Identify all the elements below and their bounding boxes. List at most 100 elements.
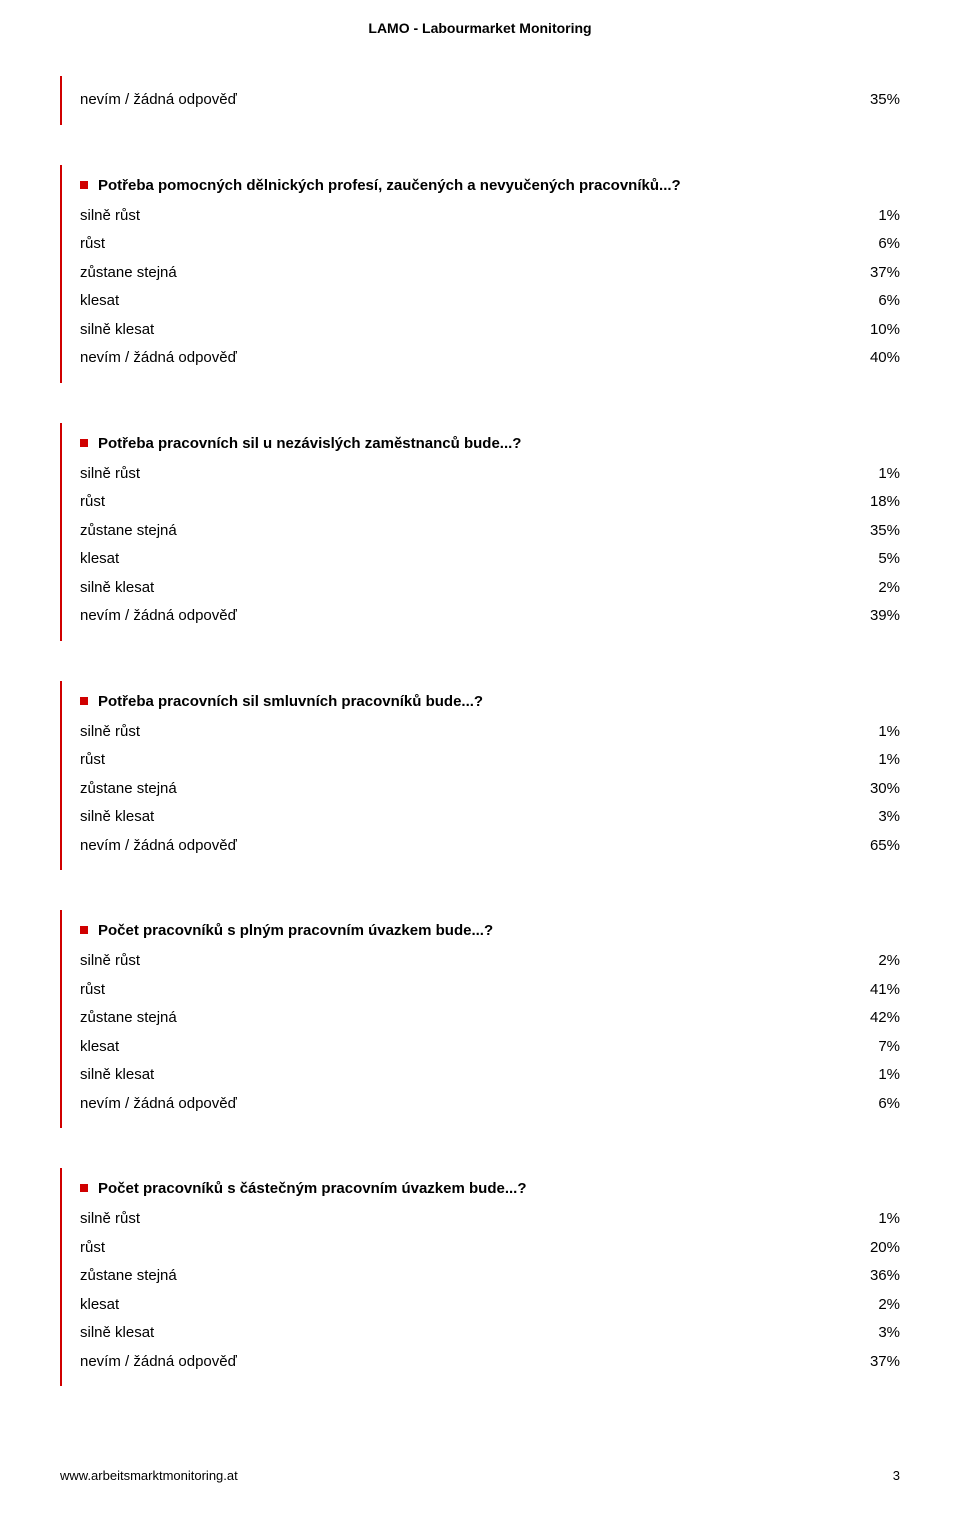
square-bullet-icon [80, 697, 88, 705]
answer-label: klesat [80, 1294, 830, 1317]
page-footer: www.arbeitsmarktmonitoring.at 3 [60, 1468, 900, 1483]
answer-row: silně klesat1% [80, 1061, 900, 1090]
answer-value: 37% [830, 262, 900, 285]
answer-row: nevím / žádná odpověď40% [80, 344, 900, 373]
question-text: Počet pracovníků s plným pracovním úvazk… [98, 920, 900, 941]
answer-row: klesat2% [80, 1291, 900, 1320]
question-row: Potřeba pracovních sil smluvních pracovn… [80, 691, 900, 718]
answer-row: silně klesat10% [80, 316, 900, 345]
answer-value: 20% [830, 1237, 900, 1260]
answer-row: silně klesat3% [80, 1319, 900, 1348]
answer-value: 10% [830, 319, 900, 342]
question-row: Potřeba pomocných dělnických profesí, za… [80, 175, 900, 202]
question-row: Potřeba pracovních sil u nezávislých zam… [80, 433, 900, 460]
answer-value: 1% [830, 1064, 900, 1087]
answer-row: silně růst1% [80, 460, 900, 489]
answer-row: růst18% [80, 488, 900, 517]
answer-label: klesat [80, 290, 830, 313]
answer-row: zůstane stejná36% [80, 1262, 900, 1291]
answer-row: růst1% [80, 746, 900, 775]
answer-label: nevím / žádná odpověď [80, 1093, 830, 1116]
square-bullet-icon [80, 439, 88, 447]
answer-label: zůstane stejná [80, 1265, 830, 1288]
answer-value: 35% [830, 89, 900, 112]
answer-row: růst20% [80, 1234, 900, 1263]
answer-label: silně růst [80, 950, 830, 973]
answer-row: zůstane stejná30% [80, 775, 900, 804]
page-header: LAMO - Labourmarket Monitoring [60, 20, 900, 36]
answer-label: zůstane stejná [80, 778, 830, 801]
answer-value: 39% [830, 605, 900, 628]
blocks-container: nevím / žádná odpověď35%Potřeba pomocnýc… [60, 76, 900, 1386]
question-text: Potřeba pomocných dělnických profesí, za… [98, 175, 900, 196]
answer-row: nevím / žádná odpověď39% [80, 602, 900, 631]
answer-row: nevím / žádná odpověď35% [80, 86, 900, 115]
answer-label: silně růst [80, 1208, 830, 1231]
answer-label: silně klesat [80, 806, 830, 829]
answer-row: zůstane stejná42% [80, 1004, 900, 1033]
answer-value: 1% [830, 205, 900, 228]
answer-label: růst [80, 233, 830, 256]
answer-label: růst [80, 1237, 830, 1260]
answer-label: zůstane stejná [80, 520, 830, 543]
answer-value: 35% [830, 520, 900, 543]
answer-row: zůstane stejná37% [80, 259, 900, 288]
answer-value: 36% [830, 1265, 900, 1288]
question-text: Počet pracovníků s částečným pracovním ú… [98, 1178, 900, 1199]
answer-row: silně klesat2% [80, 574, 900, 603]
question-block: Počet pracovníků s plným pracovním úvazk… [60, 910, 900, 1128]
footer-page-number: 3 [893, 1468, 900, 1483]
answer-row: klesat7% [80, 1033, 900, 1062]
question-block: nevím / žádná odpověď35% [60, 76, 900, 125]
answer-value: 1% [830, 463, 900, 486]
answer-label: silně klesat [80, 1064, 830, 1087]
answer-label: nevím / žádná odpověď [80, 89, 830, 112]
answer-value: 40% [830, 347, 900, 370]
answer-row: silně růst2% [80, 947, 900, 976]
answer-row: nevím / žádná odpověď37% [80, 1348, 900, 1377]
square-bullet-icon [80, 926, 88, 934]
question-row: Počet pracovníků s částečným pracovním ú… [80, 1178, 900, 1205]
answer-label: silně růst [80, 721, 830, 744]
answer-row: zůstane stejná35% [80, 517, 900, 546]
answer-value: 6% [830, 290, 900, 313]
answer-row: klesat5% [80, 545, 900, 574]
answer-row: růst6% [80, 230, 900, 259]
answer-value: 1% [830, 749, 900, 772]
footer-url: www.arbeitsmarktmonitoring.at [60, 1468, 238, 1483]
answer-value: 3% [830, 1322, 900, 1345]
answer-row: růst41% [80, 976, 900, 1005]
question-block: Počet pracovníků s částečným pracovním ú… [60, 1168, 900, 1386]
answer-row: silně klesat3% [80, 803, 900, 832]
question-block: Potřeba pracovních sil u nezávislých zam… [60, 423, 900, 641]
answer-label: silně klesat [80, 319, 830, 342]
answer-row: silně růst1% [80, 718, 900, 747]
square-bullet-icon [80, 1184, 88, 1192]
answer-label: silně klesat [80, 1322, 830, 1345]
answer-value: 1% [830, 721, 900, 744]
answer-value: 41% [830, 979, 900, 1002]
answer-value: 2% [830, 950, 900, 973]
answer-row: klesat6% [80, 287, 900, 316]
answer-label: zůstane stejná [80, 262, 830, 285]
answer-value: 2% [830, 1294, 900, 1317]
question-row: Počet pracovníků s plným pracovním úvazk… [80, 920, 900, 947]
answer-label: nevím / žádná odpověď [80, 605, 830, 628]
answer-label: nevím / žádná odpověď [80, 347, 830, 370]
answer-row: silně růst1% [80, 202, 900, 231]
page: LAMO - Labourmarket Monitoring nevím / ž… [0, 0, 960, 1513]
answer-label: růst [80, 979, 830, 1002]
answer-value: 42% [830, 1007, 900, 1030]
answer-value: 30% [830, 778, 900, 801]
answer-value: 6% [830, 233, 900, 256]
answer-label: silně růst [80, 463, 830, 486]
answer-value: 18% [830, 491, 900, 514]
answer-value: 65% [830, 835, 900, 858]
question-block: Potřeba pomocných dělnických profesí, za… [60, 165, 900, 383]
answer-label: růst [80, 491, 830, 514]
answer-value: 7% [830, 1036, 900, 1059]
answer-value: 5% [830, 548, 900, 571]
question-text: Potřeba pracovních sil smluvních pracovn… [98, 691, 900, 712]
answer-label: silně klesat [80, 577, 830, 600]
answer-label: nevím / žádná odpověď [80, 1351, 830, 1374]
